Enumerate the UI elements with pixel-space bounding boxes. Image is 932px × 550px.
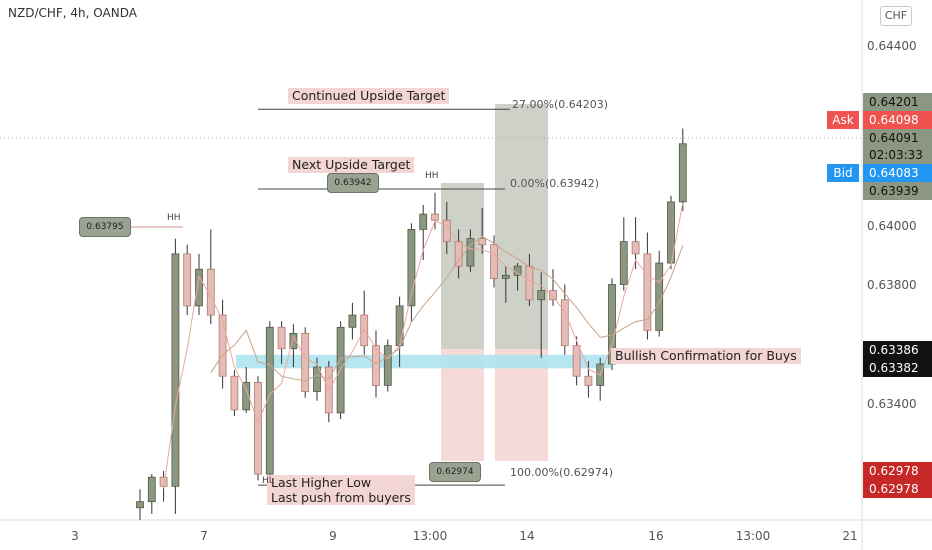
candle-body xyxy=(525,265,534,301)
fib-zero-label: 0.00%(0.63942) xyxy=(510,177,600,190)
candle-body xyxy=(478,238,487,246)
candle-body xyxy=(584,375,593,386)
candle-body xyxy=(442,219,451,243)
candle-body xyxy=(395,305,404,347)
price-tick: 0.64000 xyxy=(867,219,917,233)
candle-body xyxy=(277,326,286,350)
candle-body xyxy=(218,314,227,377)
target-price-label: 0.64201 xyxy=(863,93,932,111)
candle-body xyxy=(631,241,640,255)
candle-body xyxy=(171,253,180,487)
currency-button[interactable]: CHF xyxy=(880,6,912,26)
time-label: 13:00 xyxy=(412,529,448,543)
low-price-label: 0.62978 xyxy=(863,462,932,480)
candle-body xyxy=(619,241,628,285)
fib-top-price-label: 0.63939 xyxy=(863,182,932,200)
ask-price-label: 0.64098 xyxy=(863,111,932,129)
candle-body xyxy=(348,314,357,328)
price-pill[interactable]: 0.63942 xyxy=(327,173,379,193)
bid-price-label: 0.64083 xyxy=(863,164,932,182)
low-price-label: 0.62978 xyxy=(863,480,932,498)
next-upside-target-label[interactable]: Next Upside Target xyxy=(288,157,415,173)
candle-body xyxy=(431,213,439,221)
candle-body xyxy=(195,268,203,307)
candle-body xyxy=(289,333,298,350)
time-label: 13:00 xyxy=(735,529,771,543)
time-label: 9 xyxy=(329,529,337,543)
candle-body xyxy=(313,366,321,392)
candle-body xyxy=(230,375,239,411)
fib-hundred-label: 100.00%(0.62974) xyxy=(510,466,614,479)
candle-body xyxy=(183,253,192,307)
candle-body xyxy=(136,501,144,509)
candle-body xyxy=(242,381,251,411)
candle-body xyxy=(419,213,428,230)
zone-top-price-label: 0.63386 xyxy=(863,341,932,359)
moving-average-line xyxy=(210,235,684,382)
price-pill[interactable]: 0.62974 xyxy=(429,462,481,482)
higher-low-marker: HL xyxy=(262,476,274,486)
fib-ext-label: 27.00%(0.64203) xyxy=(512,98,609,111)
candle-body xyxy=(608,284,616,365)
candle-body xyxy=(549,290,557,301)
candle-body xyxy=(265,326,274,475)
higher-low-line-1: Last Higher Low xyxy=(271,475,372,490)
ask-tag: Ask xyxy=(827,111,859,129)
candle-body xyxy=(254,381,262,475)
zone-bottom-price-label: 0.63382 xyxy=(863,359,932,377)
candle-body xyxy=(147,476,156,503)
candle-body xyxy=(678,143,687,203)
candle-body xyxy=(572,345,581,377)
candle-body xyxy=(206,268,215,316)
higher-high-marker: HH xyxy=(425,171,439,181)
current-price-label: 0.64091 xyxy=(863,129,932,147)
moving-average-line xyxy=(163,202,684,489)
candle-body xyxy=(407,229,416,307)
price-tick: 0.64400 xyxy=(867,39,917,53)
symbol-title: NZD/CHF, 4h, OANDA xyxy=(8,6,137,20)
higher-low-line-2: Last push from buyers xyxy=(271,490,411,505)
candle-body xyxy=(301,333,310,392)
candle-body xyxy=(383,345,392,386)
candle-body xyxy=(490,244,498,279)
time-label: 16 xyxy=(648,529,664,543)
candle-body xyxy=(466,238,475,267)
bid-tag: Bid xyxy=(827,164,859,182)
projection-box-gray xyxy=(495,104,548,349)
candle-body xyxy=(560,299,569,347)
time-label: 3 xyxy=(71,529,79,543)
time-label: 7 xyxy=(200,529,208,543)
candle-body xyxy=(537,290,546,301)
continued-upside-target-label[interactable]: Continued Upside Target xyxy=(288,88,450,104)
bullish-confirmation-label[interactable]: Bullish Confirmation for Buys xyxy=(611,348,801,364)
time-label: 21 xyxy=(842,529,858,543)
higher-high-marker: HH xyxy=(167,213,181,223)
candle-body xyxy=(643,253,652,331)
price-tick: 0.63400 xyxy=(867,397,917,411)
time-label: 14 xyxy=(519,529,535,543)
candle-body xyxy=(501,274,510,279)
candle-body xyxy=(454,241,463,267)
countdown-label: 02:03:33 xyxy=(863,146,932,164)
support-zone xyxy=(236,354,611,369)
candle-body xyxy=(372,345,380,386)
price-tick: 0.63800 xyxy=(867,278,917,292)
higher-low-label[interactable]: Last Higher Low Last push from buyers xyxy=(267,475,415,505)
candle-body xyxy=(513,265,522,276)
price-pill[interactable]: 0.63795 xyxy=(79,217,131,237)
